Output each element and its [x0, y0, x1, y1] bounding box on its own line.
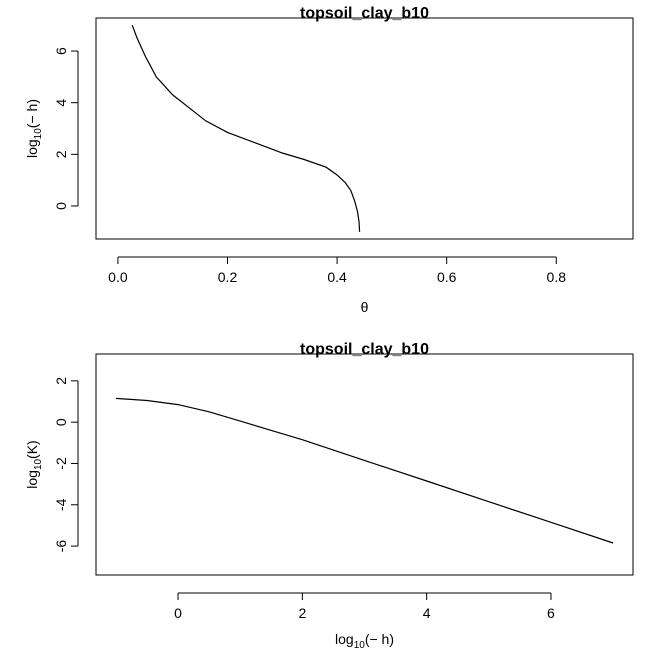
- y-tick-label: -6: [53, 540, 69, 553]
- y-tick-label: 0: [53, 418, 69, 426]
- series-line: [115, 397, 614, 544]
- y-axis-label-suffix: (− h): [24, 99, 40, 128]
- y-axis-label: log10(− h): [24, 99, 44, 158]
- y-axis-label-prefix: log: [24, 139, 40, 158]
- y-tick-label: 2: [53, 377, 69, 385]
- chart-title: topsoil_clay_b10: [300, 5, 429, 22]
- y-tick-label: 2: [53, 150, 69, 158]
- y-tick-label: 0: [53, 202, 69, 210]
- x-tick-label: 2: [298, 605, 306, 621]
- x-tick-label: 0.6: [437, 269, 457, 285]
- y-axis-label-prefix: log: [24, 470, 40, 489]
- plot-frame: [95, 353, 634, 576]
- x-tick-label: 0.8: [547, 269, 567, 285]
- y-axis: 0 2 4 6: [53, 47, 79, 210]
- y-tick-label: 6: [53, 47, 69, 55]
- x-tick-label: 6: [547, 605, 555, 621]
- y-axis-label-subscript: 10: [33, 128, 44, 140]
- x-tick-label: 0.0: [108, 269, 128, 285]
- plot-frame: [95, 17, 634, 240]
- y-tick-label: -4: [53, 498, 69, 511]
- chart-title: topsoil_clay_b10: [300, 341, 429, 358]
- y-axis: 2 0 -2 -4 -6: [53, 377, 79, 553]
- series-group: [115, 397, 614, 544]
- x-axis: 0.0 0.2 0.4 0.6 0.8: [108, 256, 567, 285]
- x-axis-label-subscript: 10: [354, 640, 366, 651]
- x-tick-label: 4: [423, 605, 431, 621]
- x-axis: 0 2 4 6: [174, 592, 555, 621]
- x-axis-label-prefix: log: [335, 631, 354, 647]
- y-axis-label-suffix: (K): [24, 440, 40, 459]
- series-line: [131, 24, 361, 232]
- y-axis-label: log10(K): [24, 440, 44, 488]
- series-group: [131, 24, 361, 232]
- x-axis-label: log10(− h): [335, 631, 394, 651]
- y-tick-label: -2: [53, 457, 69, 470]
- x-tick-label: 0.2: [218, 269, 238, 285]
- y-axis-label-subscript: 10: [33, 458, 44, 470]
- x-axis-label-suffix: (− h): [365, 631, 394, 647]
- x-tick-label: 0.4: [327, 269, 347, 285]
- x-tick-label: 0: [174, 605, 182, 621]
- y-tick-label: 4: [53, 99, 69, 107]
- x-axis-label: θ: [361, 299, 369, 315]
